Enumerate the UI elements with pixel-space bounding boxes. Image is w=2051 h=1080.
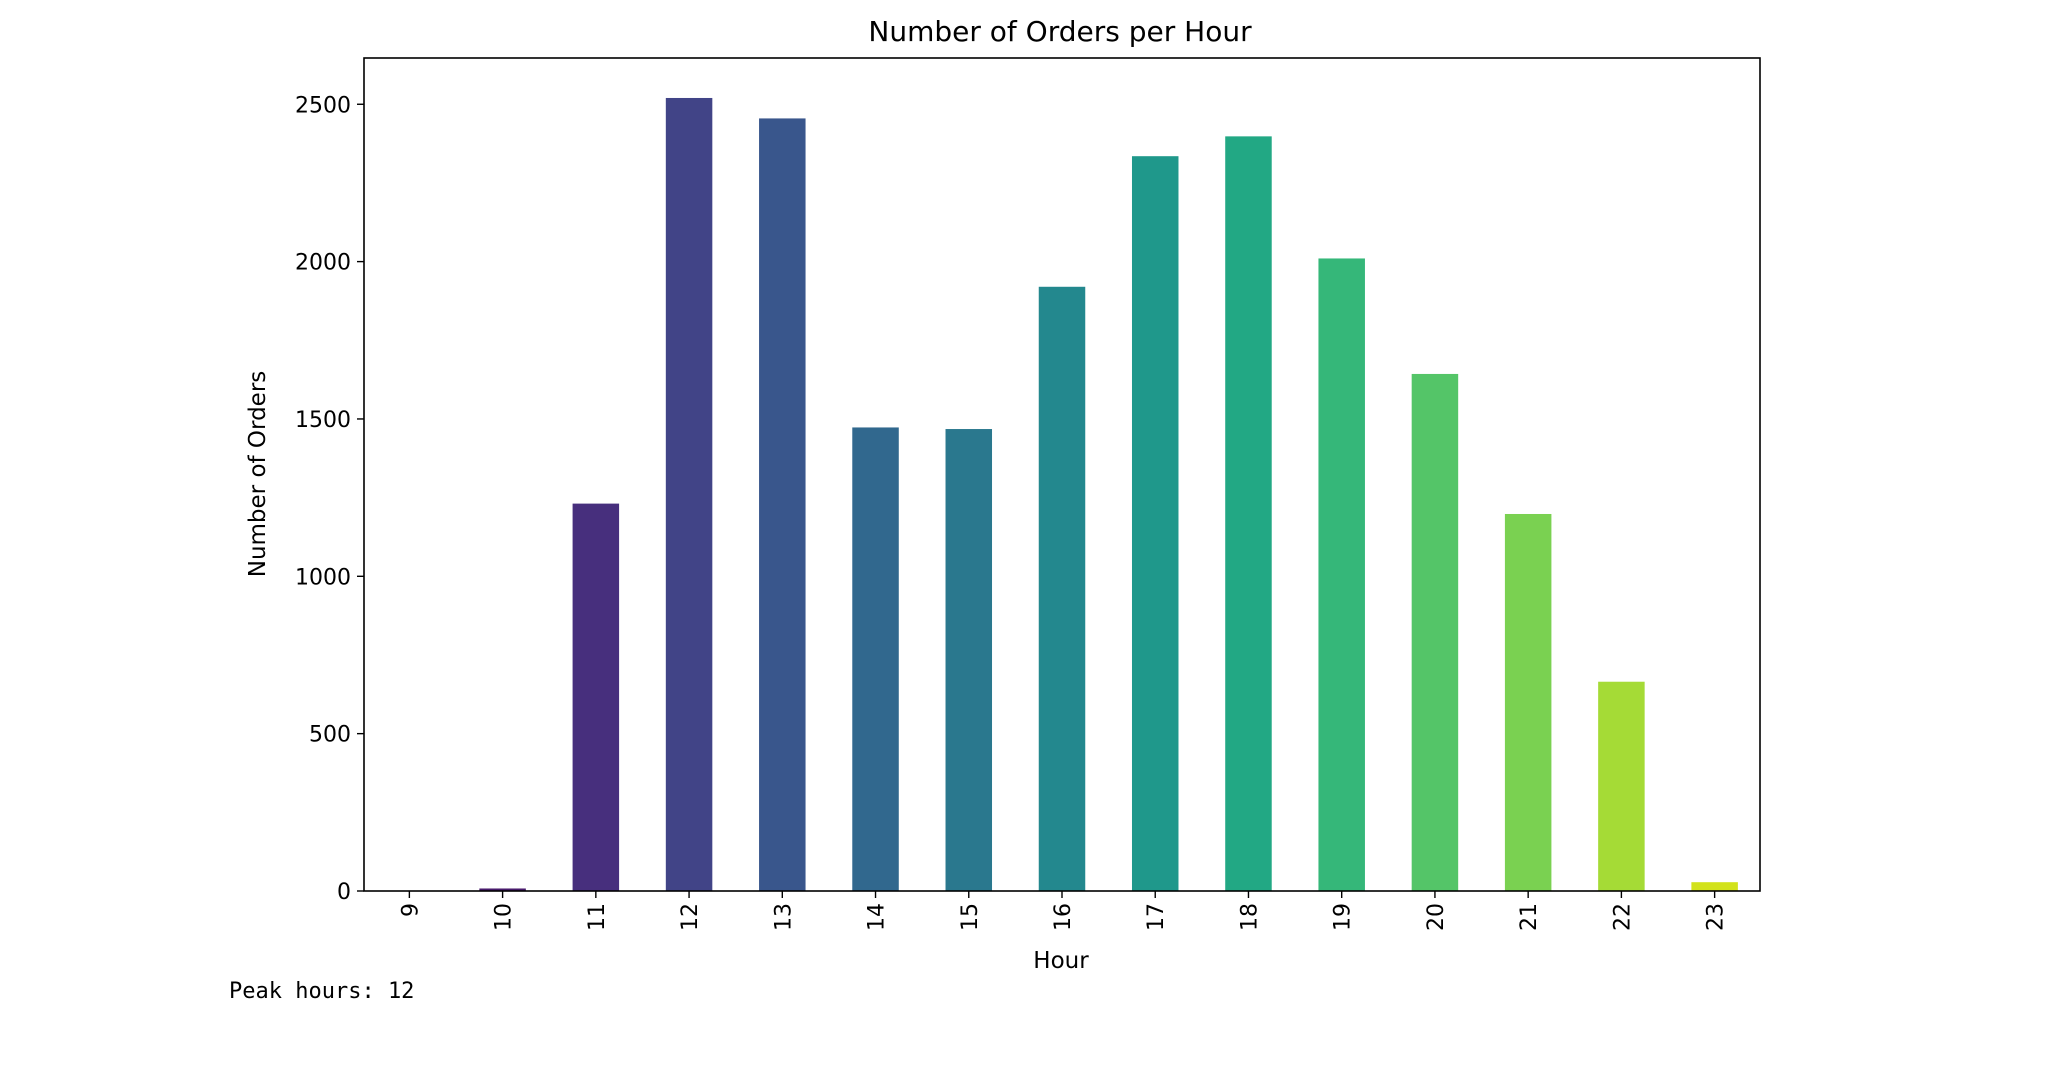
- bar-hour-12: [665, 97, 713, 892]
- y-tick-label: 1500: [295, 408, 351, 433]
- bar-hour-16: [1038, 286, 1086, 891]
- bar-hour-18: [1225, 136, 1272, 892]
- x-tick-label: 12: [678, 903, 703, 931]
- x-tick-label: 9: [398, 903, 423, 917]
- x-tick-label: 18: [1237, 903, 1262, 931]
- bar-hour-20: [1411, 373, 1459, 891]
- y-tick-label: 2500: [295, 93, 351, 118]
- bars-group: [386, 97, 1738, 892]
- y-axis-label: Number of Orders: [245, 371, 271, 578]
- bar-hour-15: [945, 429, 993, 891]
- x-tick-label: 16: [1051, 903, 1076, 931]
- bar-hour-14: [852, 427, 899, 891]
- y-tick-label: 2000: [295, 251, 351, 276]
- x-axis-label: Hour: [1033, 948, 1089, 974]
- x-tick-label: 21: [1517, 903, 1542, 931]
- x-tick-label: 17: [1144, 903, 1169, 931]
- bar-hour-22: [1598, 681, 1645, 891]
- y-tick-label: 500: [309, 723, 351, 748]
- y-tick-label: 0: [337, 880, 351, 905]
- bar-hour-11: [572, 503, 620, 891]
- x-tick-label: 14: [865, 903, 890, 931]
- bar-hour-10: [479, 888, 526, 891]
- x-tick-label: 10: [492, 903, 517, 931]
- x-axis: 9 10 11 12 13 14 15 16 17 18 19 20 21 22 23: [398, 891, 1729, 931]
- x-tick-label: 22: [1610, 903, 1635, 931]
- x-tick-label: 15: [958, 903, 983, 931]
- bar-hour-17: [1131, 156, 1179, 891]
- bar-hour-21: [1504, 513, 1552, 891]
- bar-hour-13: [759, 118, 806, 892]
- peak-hours-output: Peak hours: 12: [229, 979, 415, 1004]
- plot-frame: [363, 57, 1761, 892]
- bar-hour-19: [1318, 258, 1365, 892]
- x-tick-label: 19: [1331, 903, 1356, 931]
- x-tick-label: 13: [771, 903, 796, 931]
- bar-hour-23: [1691, 882, 1738, 891]
- x-tick-label: 20: [1424, 903, 1449, 931]
- y-axis: 0 500 1000 1500 2000 2500: [295, 93, 364, 905]
- y-tick-label: 1000: [295, 565, 351, 590]
- x-tick-label: 11: [585, 903, 610, 931]
- x-tick-label: 23: [1704, 903, 1729, 931]
- chart-title: Number of Orders per Hour: [868, 15, 1252, 48]
